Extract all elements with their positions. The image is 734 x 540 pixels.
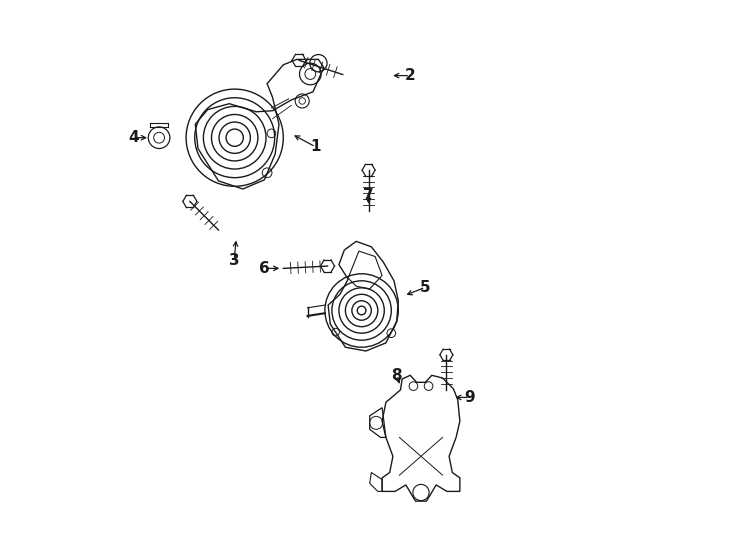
Text: 8: 8	[391, 368, 402, 383]
Text: 5: 5	[420, 280, 431, 295]
Text: 7: 7	[363, 188, 374, 203]
Text: 1: 1	[310, 139, 321, 154]
Text: 9: 9	[465, 390, 475, 405]
Text: 6: 6	[259, 261, 270, 276]
Text: 3: 3	[229, 253, 239, 268]
Text: 2: 2	[405, 68, 415, 83]
Text: 4: 4	[128, 130, 139, 145]
